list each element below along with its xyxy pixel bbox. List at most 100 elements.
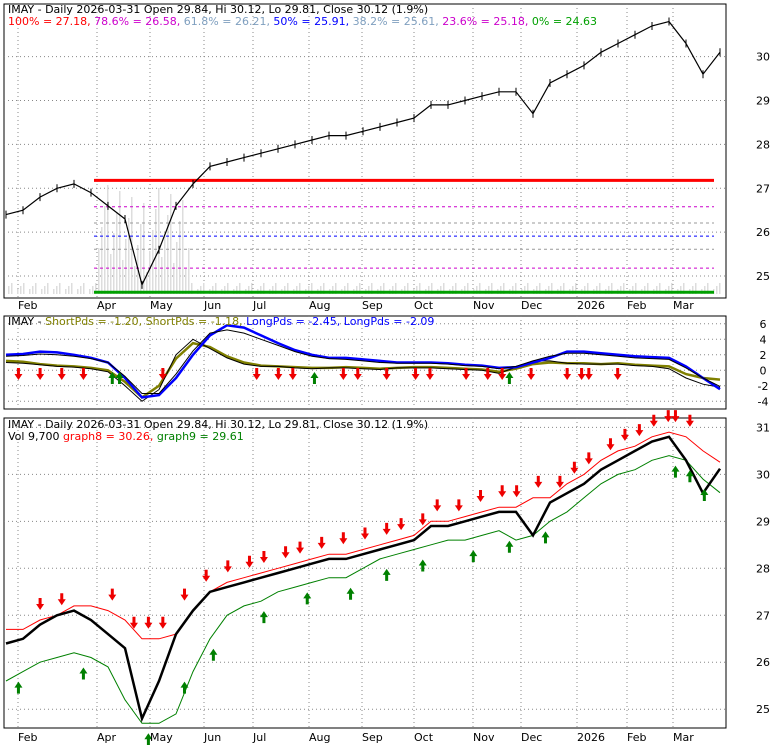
volume-bar <box>395 283 397 294</box>
y-tick-label: 26 <box>756 656 770 669</box>
oscillator-markers <box>14 368 622 384</box>
channel-x-ticks: Feb Apr May Jun Jul Aug Sep Oct Nov Dec 2026 Feb Mar <box>18 731 694 744</box>
volume-bar <box>392 286 394 294</box>
volume-bar <box>572 286 574 294</box>
volume-bar <box>344 286 346 294</box>
volume-bar <box>116 212 118 294</box>
channel-panel-frame <box>3 417 727 729</box>
price-x-ticks: Feb Apr May Jun Jul Aug Sep Oct Nov Dec 2026 Feb Mar <box>18 299 694 312</box>
volume-bar <box>89 289 91 294</box>
sell-arrow <box>57 368 66 380</box>
sell-arrow <box>259 551 268 563</box>
volume-bar <box>467 283 469 294</box>
volume-bar <box>191 283 193 294</box>
buy-arrow <box>382 568 391 581</box>
volume-bar <box>443 283 445 294</box>
volume-bar <box>296 286 298 294</box>
sell-arrow <box>527 368 536 380</box>
volume-bar <box>527 283 529 294</box>
volume-bar <box>575 283 577 294</box>
sell-arrow <box>281 546 290 559</box>
y-tick-label: 2 <box>760 349 767 362</box>
oscillator-line-3 <box>5 329 721 394</box>
volume-bar <box>539 283 541 294</box>
sell-arrow <box>425 368 434 380</box>
sell-arrow <box>397 518 406 531</box>
x-tick-label: Jul <box>252 731 266 744</box>
fibonacci-levels <box>94 178 714 294</box>
volume-bar <box>140 224 142 294</box>
volume-bar <box>635 283 637 294</box>
volume-bar <box>146 272 148 294</box>
x-tick-label: Oct <box>414 299 434 312</box>
volume-bar <box>53 289 55 294</box>
y-tick-label: 4 <box>760 333 767 346</box>
volume-bar <box>125 239 127 294</box>
channel-title: IMAY - Daily 2026-03-31 Open 29.84, Hi 3… <box>8 418 428 431</box>
volume-bar <box>17 289 19 294</box>
buy-arrow <box>469 550 478 563</box>
volume-bar <box>32 286 34 294</box>
volume-bar <box>551 283 553 294</box>
buy-arrow <box>180 681 189 694</box>
volume-bar <box>455 283 457 294</box>
volume-bar <box>707 283 709 294</box>
series-graph9 <box>5 455 721 724</box>
legend-entry: graph9 = 29.61 <box>153 430 243 443</box>
legend-entry: IMAY - <box>8 315 42 328</box>
y-tick-label: 30 <box>756 51 770 64</box>
sell-arrow <box>433 499 442 512</box>
sell-arrow <box>223 560 232 573</box>
sell-arrow <box>671 410 680 423</box>
volume-bar <box>683 283 685 294</box>
legend-entry: 78.6% = 26.58, <box>91 15 181 28</box>
volume-bar <box>311 283 313 294</box>
sell-arrow <box>418 513 427 526</box>
buy-arrow <box>346 587 355 600</box>
sell-arrow <box>635 424 644 437</box>
sell-arrow <box>649 414 658 427</box>
volume-bar <box>611 283 613 294</box>
volume-bar <box>584 286 586 294</box>
sell-arrow <box>36 368 45 380</box>
volume-bar <box>692 286 694 294</box>
volume-bar <box>155 209 157 294</box>
volume-bar <box>620 286 622 294</box>
y-tick-label: 28 <box>756 138 770 151</box>
volume-bar <box>41 289 43 294</box>
oscillator-line-1 <box>5 338 721 402</box>
y-tick-label: -4 <box>758 395 769 408</box>
x-tick-label: Nov <box>473 731 495 744</box>
sell-arrow <box>158 616 167 629</box>
volume-bar <box>440 286 442 294</box>
volume-bar <box>11 283 13 294</box>
x-tick-label: Jun <box>203 731 221 744</box>
legend-entry: ShortPds = -1.18, <box>142 315 243 328</box>
volume-bar <box>308 286 310 294</box>
volume-bar <box>491 283 493 294</box>
volume-bar <box>416 286 418 294</box>
volume-bar <box>560 286 562 294</box>
volume-bar <box>170 194 172 294</box>
volume-bar <box>596 286 598 294</box>
volume-bar <box>347 283 349 294</box>
buy-arrow <box>115 372 124 384</box>
buy-arrow <box>209 648 218 661</box>
volume-bar <box>104 206 106 294</box>
volume-bar <box>113 233 115 294</box>
sell-arrow <box>563 368 572 380</box>
volume-bar <box>719 283 721 294</box>
sell-arrow <box>498 368 507 380</box>
sell-arrow <box>555 475 564 488</box>
volume-bar <box>452 286 454 294</box>
volume-bar <box>272 286 274 294</box>
volume-bar <box>98 248 100 294</box>
sell-arrow <box>570 461 579 474</box>
sell-arrow <box>584 452 593 465</box>
y-tick-label: 27 <box>756 182 770 195</box>
volume-bar <box>119 191 121 294</box>
volume-bar <box>431 283 433 294</box>
volume-bar <box>323 283 325 294</box>
series-graph8 <box>6 431 721 640</box>
buy-arrow <box>259 611 268 624</box>
